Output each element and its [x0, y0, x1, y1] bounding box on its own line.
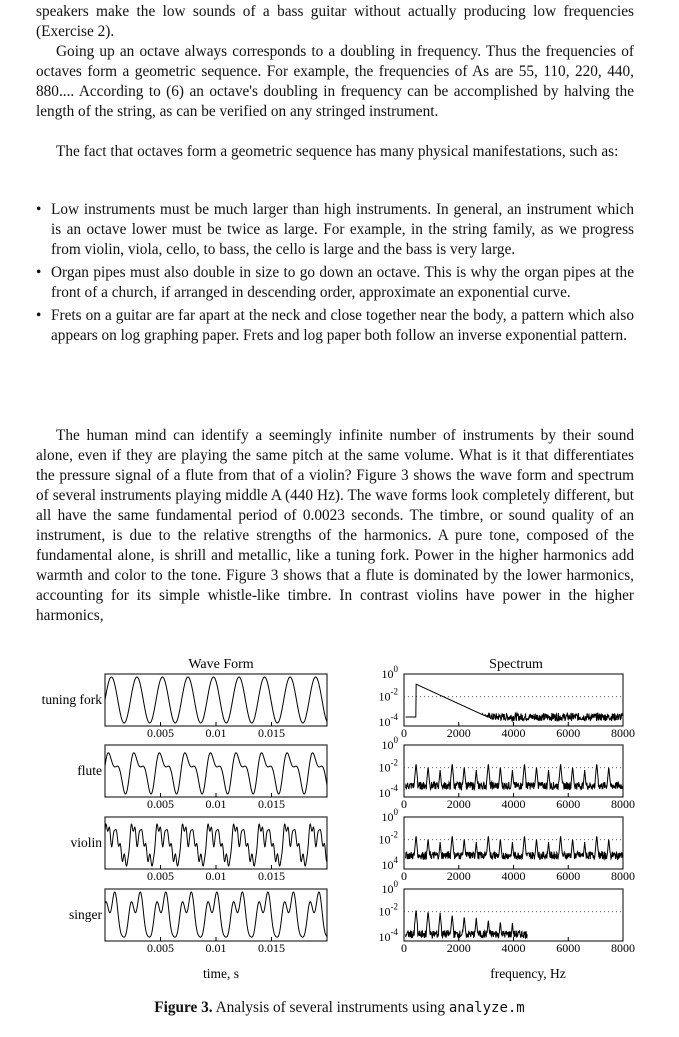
x-tick-label: 2000: [447, 941, 471, 955]
paragraph-octaves: Going up an octave always corresponds to…: [36, 43, 634, 120]
wave-panel: singer 0.005 0.01 0.015: [69, 888, 328, 955]
list-item: • Organ pipes must also double in size to…: [36, 264, 634, 301]
paragraph-timbre: The human mind can identify a seemingly …: [36, 427, 634, 624]
caption-code: analyze.m: [448, 1000, 525, 1016]
x-tick-label: 0.01: [206, 941, 227, 955]
wave-panel: tuning fork 0.005 0.01 0.015: [42, 673, 328, 740]
x-tick-label: 0.015: [258, 941, 285, 955]
list-item: • Frets on a guitar are far apart at the …: [36, 307, 634, 344]
wave-series-line: [104, 891, 328, 938]
x-tick-label: 2000: [447, 726, 471, 740]
spectrum-series-line: [405, 683, 624, 723]
y-tick-label: 10-4: [379, 927, 399, 944]
manifestations-list: • Low instruments must be much larger tha…: [36, 200, 634, 349]
spectrum-x-axis-label: frequency, Hz: [490, 966, 566, 981]
y-tick-label: 10-2: [379, 902, 399, 919]
x-tick-label: 4000: [502, 726, 526, 740]
spectrum-series-line: [405, 910, 528, 940]
x-tick-label: 8000: [611, 941, 635, 955]
list-item: • Low instruments must be much larger tha…: [36, 201, 634, 258]
wave-series-line: [104, 676, 328, 724]
y-tick-label: 104: [382, 855, 399, 872]
y-tick-label: 100: [382, 807, 399, 824]
x-tick-label: 0.005: [147, 726, 174, 740]
y-tick-label: 10-4: [379, 783, 399, 800]
wave-series-line: [104, 752, 328, 795]
paragraph-geometric: The fact that octaves form a geometric s…: [56, 143, 619, 160]
x-tick-label: 6000: [556, 941, 580, 955]
y-tick-label: 100: [382, 879, 399, 896]
y-tick-label: 10-2: [379, 830, 399, 847]
spectrum-series-line: [405, 764, 624, 792]
wave-panel: flute 0.005 0.01 0.015: [77, 744, 328, 811]
x-tick-label: 8000: [611, 869, 635, 883]
bullet-icon: •: [36, 264, 42, 281]
y-tick-label: 100: [382, 735, 399, 752]
x-tick-label: 0: [401, 869, 407, 883]
x-tick-label: 0.005: [147, 869, 174, 883]
wave-series-line: [104, 823, 328, 867]
spectrum-title: Spectrum: [489, 657, 543, 672]
wave-panel: violin 0.005 0.01 0.015: [70, 816, 328, 883]
spectrum-panel: 100 10-2 10-40 2000 4000 6000 8000: [379, 735, 636, 811]
x-tick-label: 0.015: [258, 726, 285, 740]
x-tick-label: 2000: [447, 869, 471, 883]
spectrum-frame: [403, 816, 624, 870]
x-tick-label: 0.015: [258, 869, 285, 883]
bullet-icon: •: [36, 201, 42, 218]
x-tick-label: 0.005: [147, 797, 174, 811]
figure-svg: Wave Form Spectrum tuning fork 0.005 0.01 0…: [42, 657, 636, 981]
x-tick-label: 0.01: [206, 726, 227, 740]
spectrum-panel: 100 10-2 10-40 2000 4000 6000 8000: [379, 879, 636, 955]
x-tick-label: 0: [401, 726, 407, 740]
series-label: singer: [69, 907, 102, 922]
y-tick-label: 10-2: [379, 758, 399, 775]
x-tick-label: 0.01: [206, 797, 227, 811]
x-tick-label: 0: [401, 797, 407, 811]
paragraph-continued: speakers make the low sounds of a bass g…: [36, 3, 634, 40]
x-tick-label: 8000: [611, 726, 635, 740]
x-tick-label: 8000: [611, 797, 635, 811]
caption-label: Figure 3.: [154, 999, 213, 1016]
x-tick-label: 6000: [556, 869, 580, 883]
series-label: violin: [70, 835, 102, 850]
x-tick-label: 6000: [556, 726, 580, 740]
x-tick-label: 0: [401, 941, 407, 955]
spectrum-series-line: [405, 836, 624, 862]
x-tick-label: 4000: [502, 869, 526, 883]
bullet-icon: •: [36, 307, 42, 324]
x-tick-label: 0.005: [147, 941, 174, 955]
wave-x-axis-label: time, s: [203, 966, 239, 981]
wave-form-title: Wave Form: [188, 657, 253, 672]
figure-3: Wave Form Spectrum tuning fork 0.005 0.01 0…: [0, 648, 679, 983]
x-tick-label: 4000: [502, 941, 526, 955]
spectrum-panel: 100 10-2 10-40 2000 4000 6000 8000: [379, 664, 636, 740]
y-tick-label: 10-4: [379, 712, 399, 729]
x-tick-label: 6000: [556, 797, 580, 811]
x-tick-label: 0.01: [206, 869, 227, 883]
series-label: tuning fork: [42, 692, 103, 707]
x-tick-label: 4000: [502, 797, 526, 811]
x-tick-label: 2000: [447, 797, 471, 811]
wave-frame: [104, 744, 328, 798]
y-tick-label: 10-2: [379, 687, 399, 704]
spectrum-frame: [403, 744, 624, 798]
figure-caption: Figure 3. Analysis of several instrument…: [0, 998, 679, 1018]
y-tick-label: 100: [382, 664, 399, 681]
x-tick-label: 0.015: [258, 797, 285, 811]
series-label: flute: [77, 763, 102, 778]
caption-text: Analysis of several instruments using: [215, 999, 446, 1016]
